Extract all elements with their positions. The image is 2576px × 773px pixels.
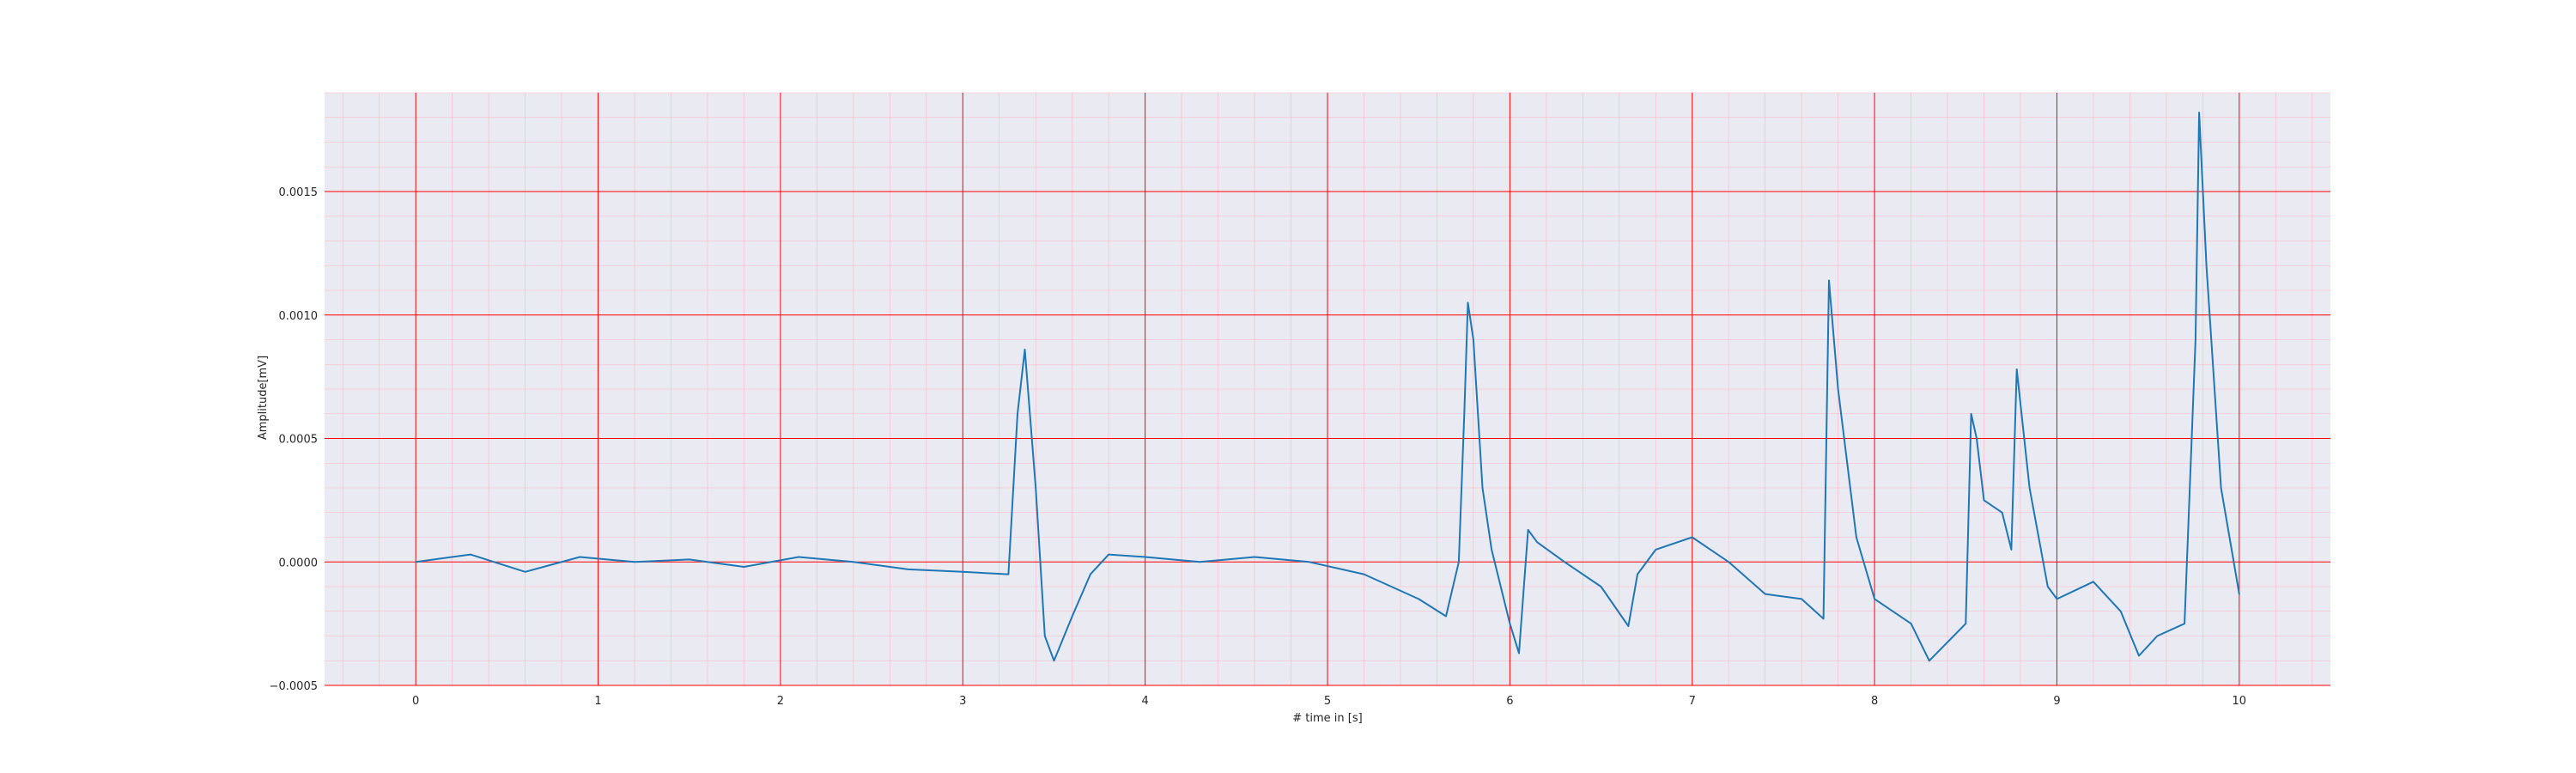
x-tick-label: 1	[594, 695, 601, 708]
x-tick-label: 2	[777, 695, 784, 708]
y-axis-ticks: −0.0005 0.0000 0.0005 0.0010 0.0015	[270, 186, 318, 693]
x-tick-label: 4	[1141, 695, 1148, 708]
x-tick-label: 3	[959, 695, 966, 708]
y-tick-label: 0.0005	[279, 434, 319, 447]
x-tick-label: 9	[2053, 695, 2060, 708]
x-tick-label: 8	[1871, 695, 1878, 708]
y-tick-label: 0.0010	[279, 310, 319, 323]
x-axis-label: # time in [s]	[1292, 712, 1362, 725]
y-tick-label: −0.0005	[270, 680, 318, 693]
y-axis-label: Amplitude[mV]	[257, 356, 270, 440]
x-tick-label: 6	[1506, 695, 1513, 708]
x-tick-label: 5	[1324, 695, 1331, 708]
y-tick-label: 0.0015	[279, 186, 319, 199]
x-tick-label: 7	[1689, 695, 1696, 708]
x-axis-ticks: 0 1 2 3 4 5 6 7 8 9 10	[412, 695, 2246, 708]
x-tick-label: 0	[412, 695, 419, 708]
x-tick-label: 10	[2233, 695, 2247, 708]
y-tick-label: 0.0000	[279, 557, 319, 569]
